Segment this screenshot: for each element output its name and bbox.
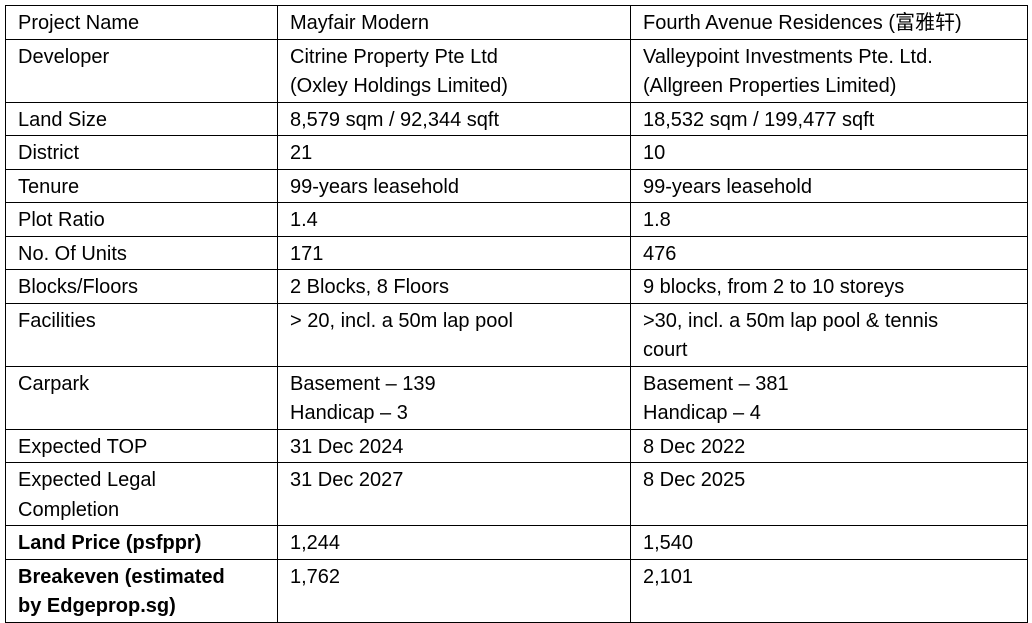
row-label: Expected TOP bbox=[5, 428, 278, 463]
fourth-avenue-value: 9 blocks, from 2 to 10 storeys bbox=[630, 269, 1028, 304]
row-label: District bbox=[5, 135, 278, 170]
mayfair-modern-value: 21 bbox=[277, 135, 631, 170]
table-row: Breakeven (estimated by Edgeprop.sg) 1,7… bbox=[5, 558, 1028, 623]
mayfair-modern-value: 1.4 bbox=[277, 202, 631, 237]
table-row: District 21 10 bbox=[5, 135, 1028, 170]
mayfair-modern-value: > 20, incl. a 50m lap pool bbox=[277, 302, 631, 367]
row-label: Expected Legal Completion bbox=[5, 462, 278, 526]
row-label: Developer bbox=[5, 38, 278, 103]
fourth-avenue-value: 1,540 bbox=[630, 525, 1028, 560]
comparison-table: Project Name Mayfair Modern Fourth Avenu… bbox=[5, 5, 1028, 623]
table-row: Blocks/Floors 2 Blocks, 8 Floors 9 block… bbox=[5, 269, 1028, 304]
fourth-avenue-value: Fourth Avenue Residences (富雅轩) bbox=[630, 5, 1028, 40]
row-label: Land Size bbox=[5, 101, 278, 136]
mayfair-modern-value: Citrine Property Pte Ltd (Oxley Holdings… bbox=[277, 38, 631, 103]
table-row: Developer Citrine Property Pte Ltd (Oxle… bbox=[5, 38, 1028, 103]
table-row: Expected TOP 31 Dec 2024 8 Dec 2022 bbox=[5, 428, 1028, 463]
table-row: No. Of Units 171 476 bbox=[5, 235, 1028, 270]
table-row: Tenure 99-years leasehold 99-years lease… bbox=[5, 168, 1028, 203]
row-label: Carpark bbox=[5, 365, 278, 430]
mayfair-modern-value: 1,762 bbox=[277, 558, 631, 623]
table-row: Expected Legal Completion 31 Dec 2027 8 … bbox=[5, 462, 1028, 526]
mayfair-modern-value: Mayfair Modern bbox=[277, 5, 631, 40]
row-label: Plot Ratio bbox=[5, 202, 278, 237]
fourth-avenue-value: 476 bbox=[630, 235, 1028, 270]
table-row: Facilities > 20, incl. a 50m lap pool >3… bbox=[5, 302, 1028, 367]
mayfair-modern-value: Basement – 139 Handicap – 3 bbox=[277, 365, 631, 430]
row-label: No. Of Units bbox=[5, 235, 278, 270]
fourth-avenue-value: 1.8 bbox=[630, 202, 1028, 237]
mayfair-modern-value: 8,579 sqm / 92,344 sqft bbox=[277, 101, 631, 136]
table-row: Carpark Basement – 139 Handicap – 3 Base… bbox=[5, 365, 1028, 430]
row-label: Project Name bbox=[5, 5, 278, 40]
comparison-table-body: Project Name Mayfair Modern Fourth Avenu… bbox=[5, 5, 1028, 623]
fourth-avenue-value: >30, incl. a 50m lap pool & tennis court bbox=[630, 302, 1028, 367]
row-label: Tenure bbox=[5, 168, 278, 203]
fourth-avenue-value: 18,532 sqm / 199,477 sqft bbox=[630, 101, 1028, 136]
fourth-avenue-value: Basement – 381 Handicap – 4 bbox=[630, 365, 1028, 430]
table-row: Project Name Mayfair Modern Fourth Avenu… bbox=[5, 5, 1028, 40]
table-row: Land Price (psfppr) 1,244 1,540 bbox=[5, 525, 1028, 560]
fourth-avenue-value: 10 bbox=[630, 135, 1028, 170]
table-row: Plot Ratio 1.4 1.8 bbox=[5, 202, 1028, 237]
row-label: Blocks/Floors bbox=[5, 269, 278, 304]
fourth-avenue-value: 8 Dec 2022 bbox=[630, 428, 1028, 463]
fourth-avenue-value: 2,101 bbox=[630, 558, 1028, 623]
mayfair-modern-value: 2 Blocks, 8 Floors bbox=[277, 269, 631, 304]
table-row: Land Size 8,579 sqm / 92,344 sqft 18,532… bbox=[5, 101, 1028, 136]
row-label: Land Price (psfppr) bbox=[5, 525, 278, 560]
mayfair-modern-value: 1,244 bbox=[277, 525, 631, 560]
fourth-avenue-value: Valleypoint Investments Pte. Ltd. (Allgr… bbox=[630, 38, 1028, 103]
mayfair-modern-value: 171 bbox=[277, 235, 631, 270]
fourth-avenue-value: 8 Dec 2025 bbox=[630, 462, 1028, 526]
fourth-avenue-value: 99-years leasehold bbox=[630, 168, 1028, 203]
row-label: Breakeven (estimated by Edgeprop.sg) bbox=[5, 558, 278, 623]
row-label: Facilities bbox=[5, 302, 278, 367]
mayfair-modern-value: 31 Dec 2027 bbox=[277, 462, 631, 526]
mayfair-modern-value: 31 Dec 2024 bbox=[277, 428, 631, 463]
mayfair-modern-value: 99-years leasehold bbox=[277, 168, 631, 203]
